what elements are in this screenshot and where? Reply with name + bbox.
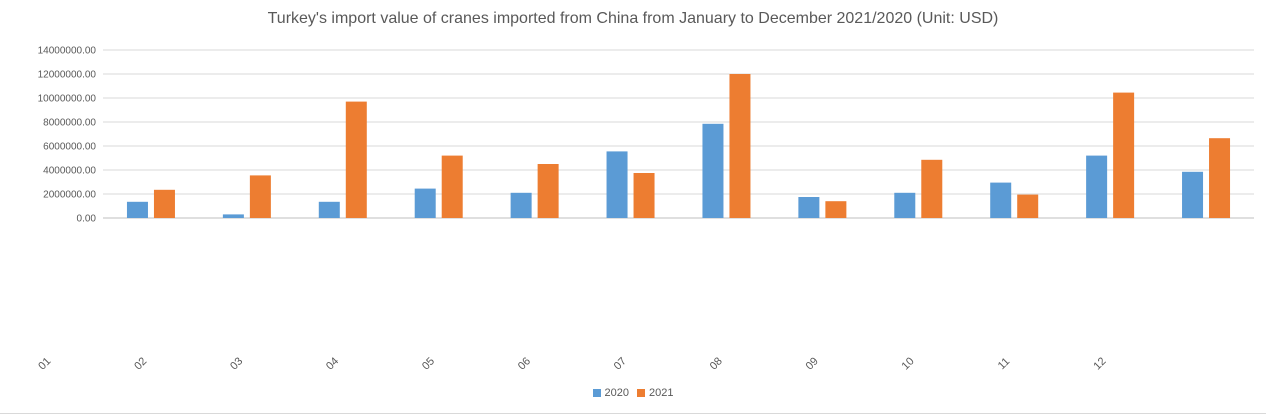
bar-2020-08 (798, 197, 820, 218)
legend-item-2021: 2021 (637, 387, 673, 399)
bar-2020-06 (606, 151, 628, 218)
x-tick-label: 08 (708, 355, 725, 372)
legend-swatch-2020 (592, 389, 601, 397)
x-tick-label: 10 (900, 355, 917, 372)
bar-2020-10 (990, 182, 1012, 218)
bar-2020-07 (702, 123, 724, 218)
legend-label-2021: 2021 (649, 387, 674, 399)
x-tick-label: 03 (228, 355, 245, 372)
x-tick-label: 02 (132, 355, 149, 372)
y-tick-label: 8000000.00 (43, 118, 96, 129)
bar-2021-03 (345, 101, 367, 218)
x-tick-label: 01 (36, 355, 53, 372)
legend-item-2020: 2020 (592, 387, 629, 399)
bar-2020-09 (894, 192, 916, 218)
y-tick-label: 12000000.00 (38, 70, 97, 81)
x-tick-label: 12 (1091, 355, 1108, 372)
y-tick-label: 0.00 (77, 214, 97, 225)
bar-2020-04 (414, 188, 436, 218)
bar-2020-01 (126, 201, 148, 218)
y-tick-label: 10000000.00 (38, 94, 97, 105)
bar-2021-02 (249, 175, 271, 218)
bar-2021-10 (1017, 194, 1039, 218)
bar-2021-11 (1113, 92, 1135, 218)
bar-2021-08 (825, 201, 847, 218)
x-tick-label: 07 (612, 355, 629, 372)
y-tick-label: 14000000.00 (38, 46, 97, 57)
x-tick-label: 11 (996, 356, 1013, 373)
bottom-divider (0, 413, 1266, 414)
bar-2021-01 (153, 189, 175, 218)
bar-2020-02 (222, 214, 244, 218)
bar-2021-04 (441, 155, 463, 218)
bar-2020-03 (318, 201, 340, 218)
y-tick-label: 4000000.00 (43, 166, 96, 177)
bar-2021-07 (729, 74, 751, 218)
legend-swatch-2021 (637, 389, 645, 397)
x-tick-label: 06 (516, 355, 533, 372)
bar-2021-05 (537, 164, 559, 218)
bar-2021-06 (633, 173, 655, 218)
bar-2020-05 (510, 192, 532, 218)
y-tick-label: 2000000.00 (43, 190, 96, 201)
bar-2021-09 (921, 159, 943, 218)
x-tick-label: 09 (804, 355, 821, 372)
legend: 2020 2021 (0, 387, 1266, 399)
y-tick-label: 6000000.00 (43, 142, 96, 153)
bar-2020-12 (1182, 171, 1204, 218)
x-tick-label: 05 (420, 355, 437, 372)
bar-2020-11 (1086, 155, 1108, 218)
chart-title: Turkey's import value of cranes imported… (267, 10, 999, 27)
legend-label-2020: 2020 (604, 387, 629, 399)
x-tick-label: 04 (324, 355, 341, 372)
bar-2021-12 (1209, 138, 1231, 218)
